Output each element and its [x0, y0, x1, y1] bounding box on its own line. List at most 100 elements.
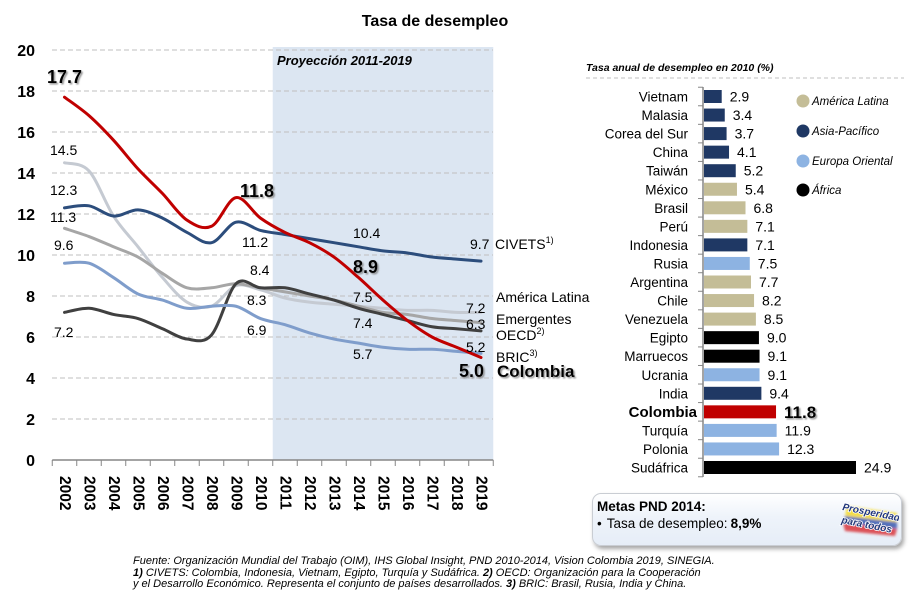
- bar-row-taiwan: Taiwán 5.2: [646, 163, 763, 179]
- y-tick-label: 12: [17, 207, 35, 224]
- bar-chart-title: Tasa anual de desempleo en 2010 (%): [586, 62, 774, 74]
- bar-value-label: 8.2: [762, 293, 782, 309]
- metas-pnd-box: Metas PND 2014: • Tasa de desempleo: 8,9% …: [592, 493, 902, 546]
- footnote-text: y el Desarrollo Económico. Representa el…: [133, 578, 506, 590]
- bar-category-label: México: [645, 182, 688, 197]
- y-tick-label: 16: [17, 125, 35, 142]
- series-line-colombia: [63, 95, 483, 359]
- y-tick-label: 8: [26, 289, 35, 306]
- x-tick-label: 2003: [81, 476, 98, 511]
- bar: [704, 312, 756, 326]
- y-tick-label: 4: [26, 371, 35, 388]
- data-label: 6.3: [466, 316, 486, 332]
- bar-value-label: 9.0: [767, 330, 787, 346]
- bar-category-label: India: [659, 386, 689, 401]
- bar-row-corea-del-sur: Corea del Sur 3.7: [605, 126, 755, 142]
- bar-row-chile: Chile 8.2: [657, 293, 781, 309]
- data-label: 5.2: [466, 339, 486, 355]
- legend-item-america-latina: América Latina: [796, 94, 889, 108]
- bar: [704, 219, 748, 233]
- bar: [704, 294, 755, 308]
- footnote-marker: 2): [536, 326, 544, 336]
- bar: [704, 90, 722, 103]
- bar-category-label: Vietnam: [639, 90, 688, 105]
- data-label: 7.2: [54, 324, 74, 340]
- bar-value-label: 2.9: [730, 89, 750, 105]
- x-tick-label: 2011: [277, 476, 294, 510]
- bar-row-polonia: Polonia 12.3: [643, 441, 815, 457]
- bar-category-label: Marruecos: [624, 349, 688, 364]
- bar-value-label: 11.8: [784, 403, 816, 422]
- series-lines: [63, 95, 483, 359]
- series-label-emergentes: Emergentes: [496, 311, 571, 327]
- prosperidad-logo: Prosperidad para todos: [839, 501, 899, 536]
- footnote-line: 1) CIVETS: Colombia, Indonesia, Vietnam,…: [133, 566, 715, 580]
- data-label: 17.7: [47, 67, 82, 87]
- footnote-marker: 3): [505, 578, 516, 590]
- data-label: 7.2: [466, 300, 486, 316]
- series-name: OECD: [496, 327, 536, 343]
- bar-row-egipto: Egipto 9.0: [650, 330, 787, 346]
- x-tick-label: 2012: [301, 476, 318, 510]
- x-tick-label: 2009: [228, 476, 245, 511]
- bar-value-label: 6.8: [754, 200, 774, 216]
- bar-value-label: 5.2: [744, 163, 764, 179]
- bar-value-label: 7.1: [755, 218, 775, 234]
- bar-value-label: 3.7: [735, 126, 755, 142]
- bar-value-label: 7.7: [759, 274, 779, 290]
- data-label: 5.0: [459, 361, 484, 381]
- projection-label: Proyección 2011-2019: [277, 53, 413, 68]
- footnote-marker: 3): [529, 348, 537, 358]
- footnote-marker: 2): [482, 566, 493, 579]
- data-label: 8.3: [247, 292, 267, 308]
- bar-value-label: 9.1: [768, 348, 788, 364]
- series-label-oecd: OECD2): [496, 326, 544, 343]
- data-label: 14.5: [50, 142, 77, 158]
- bar: [704, 201, 746, 215]
- bar: [704, 256, 750, 270]
- x-tick-label: 2006: [154, 476, 171, 511]
- metas-item: • Tasa de desempleo: 8,9%: [597, 516, 761, 531]
- footnote-text: BRIC: Brasil, Rusia, India y China.: [515, 578, 687, 590]
- bar-category-label: Chile: [657, 294, 688, 309]
- data-label: 11.8: [240, 181, 274, 201]
- series-line-bric: [63, 260, 483, 355]
- footnote-text: CIVETS: Colombia, Indonesia, Vietnam, Eg…: [142, 566, 483, 579]
- x-tick-label: 2007: [179, 476, 196, 510]
- bar: [704, 108, 725, 122]
- legend-label: África: [811, 184, 841, 197]
- bar-row-marruecos: Marruecos 9.1: [624, 348, 787, 364]
- bar-value-label: 11.9: [785, 422, 811, 438]
- x-tick-label: 2014: [350, 476, 367, 511]
- series-end-labels: CIVETS1) América Latina Emergentes OECD2…: [495, 235, 590, 381]
- data-label: 12.3: [50, 182, 77, 198]
- metas-item-label: Tasa de desempleo:: [606, 516, 728, 531]
- bar-value-label: 7.5: [758, 255, 778, 271]
- legend: América Latina Asia-Pacífico Europa Orie…: [796, 94, 893, 197]
- footnote-marker: 1): [546, 235, 554, 245]
- data-label: 8.4: [250, 262, 270, 278]
- y-tick-label: 18: [17, 84, 35, 101]
- bar-value-label: 7.1: [755, 237, 775, 253]
- bar-chart: Tasa anual de desempleo en 2010 (%) Viet…: [586, 62, 904, 478]
- bar: [704, 331, 759, 345]
- legend-item-asia-pacifico: Asia-Pacífico: [796, 124, 880, 138]
- legend-swatch: [796, 124, 810, 138]
- bar-row-turquia: Turquía 11.9: [642, 422, 811, 438]
- bar-category-label: Argentina: [630, 275, 688, 290]
- bar: [704, 145, 730, 159]
- data-label: 8.9: [353, 257, 378, 277]
- bar-category-label: Perú: [659, 219, 688, 234]
- flag-stripes-icon: [843, 506, 897, 536]
- metas-title: Metas PND 2014:: [597, 499, 706, 514]
- bar-value-label: 24.9: [864, 460, 891, 476]
- bar-value-label: 9.4: [769, 385, 789, 401]
- legend-swatch: [796, 154, 810, 168]
- data-labels: 17.7 14.5 12.3 11.3 9.6 7.2 11.8 11.2 8.…: [47, 67, 490, 381]
- y-tick-label: 2: [26, 412, 35, 429]
- x-tick-label: 2017: [424, 476, 441, 510]
- bar-category-label: Colombia: [629, 404, 698, 421]
- data-label: 6.9: [247, 322, 267, 338]
